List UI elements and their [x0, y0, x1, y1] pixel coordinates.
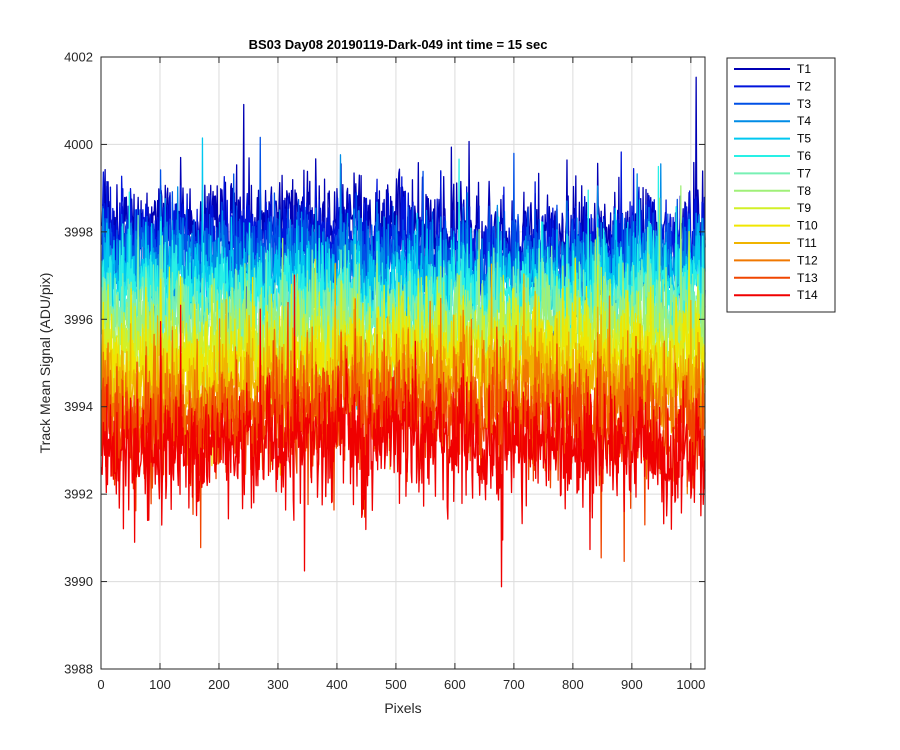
x-tick-label: 600	[444, 677, 466, 692]
x-tick-label: 100	[149, 677, 171, 692]
y-tick-label: 3990	[64, 574, 93, 589]
y-tick-label: 3994	[64, 399, 93, 414]
x-tick-label: 800	[562, 677, 584, 692]
y-axis: 3988 3990 3992 3994 3996 3998 4000 4002	[64, 50, 93, 677]
legend-label: T11	[797, 236, 817, 250]
legend-label: T14	[797, 288, 818, 302]
x-tick-label: 400	[326, 677, 348, 692]
y-tick-label: 3996	[64, 312, 93, 327]
axis-ticks	[100, 56, 705, 670]
chart-title: BS03 Day08 20190119-Dark-049 int time = …	[249, 37, 548, 52]
plot-frame	[100, 56, 706, 670]
x-tick-label: 700	[503, 677, 525, 692]
legend-label: T13	[797, 271, 818, 285]
legend-label: T8	[797, 184, 811, 198]
legend-label: T4	[797, 114, 811, 128]
legend-label: T5	[797, 132, 811, 146]
x-tick-label: 1000	[676, 677, 705, 692]
legend: T1 T2 T3 T4 T5 T6 T7 T8 T9 T10 T11 T12 T13 T14	[726, 57, 836, 313]
y-tick-label: 3992	[64, 487, 93, 502]
y-tick-label: 3988	[64, 662, 93, 677]
x-axis-label: Pixels	[384, 700, 421, 716]
legend-label: T12	[797, 253, 818, 267]
x-tick-label: 900	[621, 677, 643, 692]
legend-box	[726, 57, 836, 313]
legend-label: T6	[797, 149, 811, 163]
y-tick-label: 4000	[64, 137, 93, 152]
legend-label: T9	[797, 201, 811, 215]
legend-label: T2	[797, 79, 811, 93]
legend-label: T7	[797, 166, 811, 180]
legend-label: T10	[797, 219, 818, 233]
series-line-t14	[100, 274, 706, 588]
y-axis-label: Track Mean Signal (ADU/pix)	[37, 273, 53, 454]
x-tick-label: 200	[208, 677, 230, 692]
legend-label: T3	[797, 97, 811, 111]
legend-label: T1	[797, 62, 811, 76]
x-tick-label: 300	[267, 677, 289, 692]
y-tick-label: 4002	[64, 50, 93, 65]
x-tick-label: 0	[97, 677, 104, 692]
y-tick-label: 3998	[64, 224, 93, 239]
x-axis: 0 100 200 300 400 500 600 700 800 900 1000	[97, 677, 705, 692]
x-tick-label: 500	[385, 677, 407, 692]
series-layer	[100, 76, 706, 588]
